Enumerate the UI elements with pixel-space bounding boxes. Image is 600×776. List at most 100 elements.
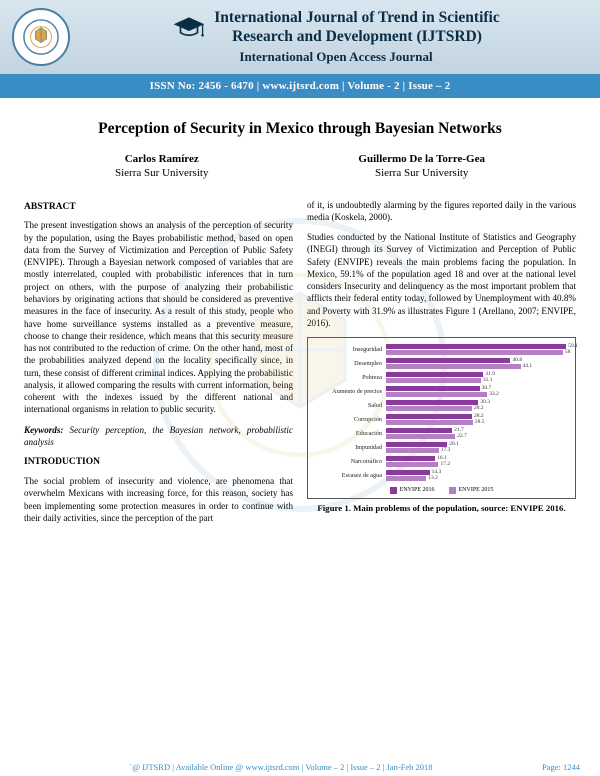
legend-item-2015: ENVIPE 2015 — [449, 486, 494, 494]
abstract-text: The present investigation shows an analy… — [24, 219, 293, 415]
page-footer: `@ IJTSRD | Available Online @ www.ijtsr… — [0, 762, 600, 772]
chart-row: Pobreza31.931.1 — [314, 372, 569, 384]
chart-bars: 28.228.5 — [386, 414, 569, 426]
keywords-text: Security perception, the Bayesian networ… — [24, 425, 293, 447]
journal-name: International Journal of Trend in Scient… — [84, 9, 588, 46]
chart-row: Impunidad20.117.3 — [314, 442, 569, 454]
chart-row: Narcotráfico16.117.2 — [314, 456, 569, 468]
chart-bars: 31.931.1 — [386, 372, 569, 384]
chart-row-label: Salud — [314, 403, 386, 409]
chart-bars: 30.328.2 — [386, 400, 569, 412]
chart-row-label: Escasez de agua — [314, 473, 386, 479]
chart-bar-2015: 17.3 — [386, 448, 439, 453]
journal-line2: Research and Development (IJTSRD) — [232, 28, 482, 45]
chart-bar-2015: 33.2 — [386, 392, 487, 397]
chart-bar-2015: 17.2 — [386, 462, 438, 467]
chart-bar-2016: 30.7 — [386, 386, 480, 391]
journal-subtitle: International Open Access Journal — [84, 49, 588, 65]
chart-row: Salud30.328.2 — [314, 400, 569, 412]
chart-bar-2015: 28.2 — [386, 406, 472, 411]
chart-bar-2016: 16.1 — [386, 456, 435, 461]
chart-bar-2016: 28.2 — [386, 414, 472, 419]
chart-bar-2015: 44.1 — [386, 364, 521, 369]
chart-row: Corrupción28.228.5 — [314, 414, 569, 426]
chart-bar-2016: 21.7 — [386, 428, 452, 433]
left-column: ABSTRACT The present investigation shows… — [24, 199, 293, 532]
content-columns: ABSTRACT The present investigation shows… — [0, 199, 600, 532]
chart-bars: 21.722.7 — [386, 428, 569, 440]
journal-line1: International Journal of Trend in Scient… — [214, 9, 499, 26]
chart-bar-value: 28.2 — [474, 405, 484, 412]
legend-swatch — [449, 487, 456, 494]
chart-bar-2016: 59.1 — [386, 344, 566, 349]
figure-caption-text: Figure 1. Main problems of the populatio… — [317, 503, 565, 513]
chart-bars: 20.117.3 — [386, 442, 569, 454]
legend-label: ENVIPE 2016 — [400, 486, 435, 494]
intro-head: INTRODUCTION — [24, 456, 293, 469]
chart-bars: 30.733.2 — [386, 386, 569, 398]
author-block: Carlos Ramírez Sierra Sur University — [115, 152, 208, 181]
chart-bar-2016: 31.9 — [386, 372, 483, 377]
author-affil: Sierra Sur University — [115, 166, 208, 180]
keywords-label: Keywords: — [24, 425, 63, 435]
chart-bar-value: 33.2 — [489, 391, 499, 398]
abstract-head: ABSTRACT — [24, 201, 293, 214]
chart-bar-value: 31.1 — [483, 377, 493, 384]
legend-label: ENVIPE 2015 — [459, 486, 494, 494]
chart-row: Desempleo40.844.1 — [314, 358, 569, 370]
journal-header: International Journal of Trend in Scient… — [0, 0, 600, 98]
paper-title: Perception of Security in Mexico through… — [20, 120, 580, 138]
chart-row-label: Inseguridad — [314, 347, 386, 353]
chart-row: Aumento de precios30.733.2 — [314, 386, 569, 398]
figure-caption: Figure 1. Main problems of the populatio… — [307, 503, 576, 515]
chart-row-label: Aumento de precios — [314, 389, 386, 395]
chart-bar-2016: 20.1 — [386, 442, 447, 447]
chart-row-label: Desempleo — [314, 361, 386, 367]
intro-p1-cont: of it, is undoubtedly alarming by the fi… — [307, 199, 576, 224]
chart-row: Educación21.722.7 — [314, 428, 569, 440]
chart-bar-2016: 14.3 — [386, 470, 430, 475]
chart-bar-value: 17.2 — [440, 461, 450, 468]
chart-bar-value: 17.3 — [441, 447, 451, 454]
chart-bar-value: 44.1 — [523, 363, 533, 370]
chart-bar-value: 28.5 — [475, 419, 485, 426]
right-column: of it, is undoubtedly alarming by the fi… — [307, 199, 576, 532]
intro-p2: Studies conducted by the National Instit… — [307, 231, 576, 329]
footer-line: `@ IJTSRD | Available Online @ www.ijtsr… — [129, 762, 432, 772]
keywords: Keywords: Security perception, the Bayes… — [24, 424, 293, 449]
chart-bars: 40.844.1 — [386, 358, 569, 370]
intro-p1: The social problem of insecurity and vio… — [24, 475, 293, 524]
chart-bar-value: 58 — [565, 349, 571, 356]
chart-row-label: Impunidad — [314, 445, 386, 451]
graduation-cap-icon — [172, 14, 206, 42]
chart-bar-2015: 28.5 — [386, 420, 473, 425]
header-main: International Journal of Trend in Scient… — [0, 0, 600, 76]
chart-legend: ENVIPE 2016 ENVIPE 2015 — [314, 486, 569, 494]
authors-row: Carlos Ramírez Sierra Sur University Gui… — [40, 152, 560, 181]
chart-bar-2015: 13.2 — [386, 476, 426, 481]
problems-chart: Inseguridad59.158Desempleo40.844.1Pobrez… — [307, 337, 576, 499]
chart-row-label: Educación — [314, 431, 386, 437]
chart-bar-value: 13.2 — [428, 475, 438, 482]
author-name: Guillermo De la Torre-Gea — [358, 152, 485, 166]
chart-row: Escasez de agua14.313.2 — [314, 470, 569, 482]
chart-bar-2016: 30.3 — [386, 400, 478, 405]
chart-row-label: Narcotráfico — [314, 459, 386, 465]
chart-row-label: Corrupción — [314, 417, 386, 423]
chart-bar-value: 20.1 — [449, 441, 459, 448]
chart-bar-2015: 58 — [386, 350, 563, 355]
chart-bar-2015: 22.7 — [386, 434, 455, 439]
footer-page: Page: 1244 — [542, 762, 580, 772]
legend-swatch — [390, 487, 397, 494]
author-name: Carlos Ramírez — [115, 152, 208, 166]
header-info-strip: ISSN No: 2456 - 6470 | www.ijtsrd.com | … — [0, 76, 600, 96]
chart-bar-2016: 40.8 — [386, 358, 510, 363]
chart-bars: 16.117.2 — [386, 456, 569, 468]
chart-row-label: Pobreza — [314, 375, 386, 381]
chart-bars: 59.158 — [386, 344, 569, 356]
legend-item-2016: ENVIPE 2016 — [390, 486, 435, 494]
chart-bar-value: 22.7 — [457, 433, 467, 440]
header-title-block: International Journal of Trend in Scient… — [84, 9, 588, 65]
author-affil: Sierra Sur University — [358, 166, 485, 180]
journal-logo — [12, 8, 70, 66]
